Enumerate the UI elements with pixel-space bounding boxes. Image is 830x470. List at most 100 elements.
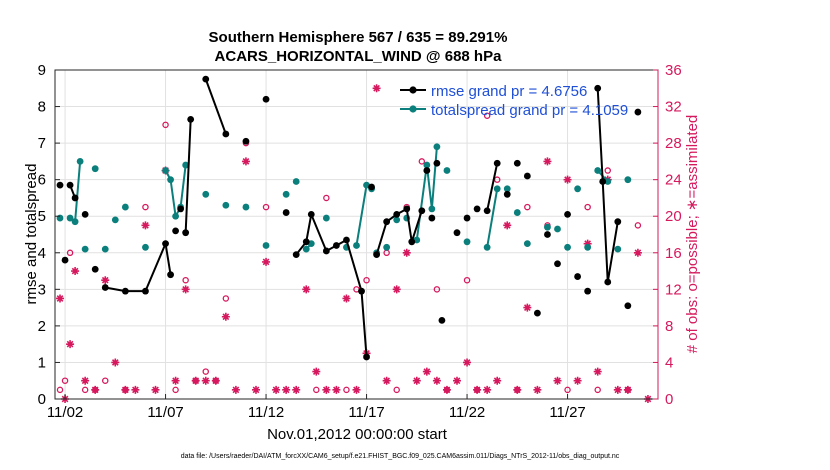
obs-possible-point [313,386,320,394]
spread-point [423,161,431,169]
rmse-point [554,260,561,268]
rmse-point [101,284,109,291]
obs-assimilated-point [533,385,542,394]
obs-assimilated-point [111,358,120,367]
obs-assimilated-point [332,385,341,394]
obs-assimilated-point [292,385,301,394]
spread-point [66,214,74,222]
rmse-point [71,194,79,202]
obs-possible-point [222,295,230,302]
obs-possible-point [584,203,591,211]
obs-assimilated-point [312,367,321,376]
obs-assimilated-point [483,385,492,394]
obs-assimilated-point [503,221,512,230]
chart-title: Southern Hemisphere 567 / 635 = 89.291% [209,29,508,46]
rmse-point [182,229,190,237]
spread-point [282,190,290,198]
y-tick-label-left: 2 [38,318,46,335]
rmse-point [333,242,340,249]
spread-point [322,214,330,222]
rmse-point [393,210,401,218]
spread-point [71,218,79,226]
rmse-point [473,205,481,213]
obs-possible-point [323,194,330,202]
obs-assimilated-point [593,367,602,376]
spread-point [554,225,561,233]
obs-possible-point [172,386,179,394]
spread-point [242,203,250,211]
rmse-point [624,302,632,310]
spread-point [443,167,451,174]
obs-assimilated-point [101,276,110,285]
obs-possible-point [433,286,441,293]
rmse-point [142,287,149,295]
rmse-line-segment [184,119,192,233]
obs-possible-point [61,377,69,384]
spread-point [493,185,501,193]
spread-point [513,209,521,216]
rmse-point [574,273,581,280]
obs-assimilated-point [262,257,271,266]
legend: rmse grand pr = 4.6756 totalspread grand… [400,83,628,119]
spread-point [101,245,109,253]
rmse-point [373,251,380,259]
obs-assimilated-point [583,239,592,248]
y-tick-label-left: 4 [38,245,46,262]
rmse-point [418,207,426,215]
y-tick-label-right: 28 [665,135,682,152]
obs-assimilated-point [151,385,160,394]
rmse-point [56,181,64,189]
rmse-point [594,84,602,92]
obs-assimilated-point [181,285,190,294]
rmse-line-segment [486,163,499,211]
y-tick-label-left: 8 [38,99,46,116]
obs-possible-point [564,386,571,394]
chart-subtitle: ACARS_HORIZONTAL_WIND @ 688 hPa [215,48,503,65]
spread-point [503,185,511,193]
rmse-line-segment [596,88,619,283]
spread-point [604,178,612,185]
rmse-line-segment [375,207,423,255]
obs-possible-point [463,276,471,284]
obs-assimilated-point [252,385,260,394]
rmse-point [428,214,436,222]
rmse-point [202,75,210,83]
obs-possible-point [182,276,189,284]
spread-point [121,203,129,211]
rmse-point [177,205,185,213]
rmse-point [282,209,290,216]
y-tick-label-left: 7 [38,135,46,152]
spread-point [162,167,169,174]
spread-point [81,245,89,253]
rmse-point [438,317,446,324]
obs-assimilated-point [231,385,240,394]
rmse-point [599,178,607,185]
rmse-point [564,210,571,218]
obs-assimilated-point [623,385,632,394]
obs-assimilated-point [453,376,461,385]
obs-assimilated-point [573,376,582,385]
rmse-point [292,251,300,259]
obs-assimilated-point [442,385,451,394]
rmse-point [302,238,310,246]
obs-possible-point [102,377,109,384]
obs-assimilated-point [543,157,552,166]
spread-point [624,176,632,184]
obs-assimilated-point [493,376,502,385]
spread-point [614,245,622,253]
rmse-point [91,265,99,273]
rmse-point [242,137,250,145]
y-tick-label-left: 0 [38,391,46,408]
rmse-point [483,207,491,215]
rmse-point [81,210,89,218]
rmse-point [634,108,642,116]
rmse-point [363,353,370,361]
obs-assimilated-point [553,376,562,385]
obs-assimilated-point [131,385,140,394]
obs-possible-point [634,222,642,229]
spread-point [111,216,119,224]
y-tick-label-right: 4 [665,354,673,371]
obs-assimilated-point [171,376,180,385]
legend-rmse-label: rmse grand pr = 4.6756 [431,83,587,100]
rmse-point [307,210,315,218]
